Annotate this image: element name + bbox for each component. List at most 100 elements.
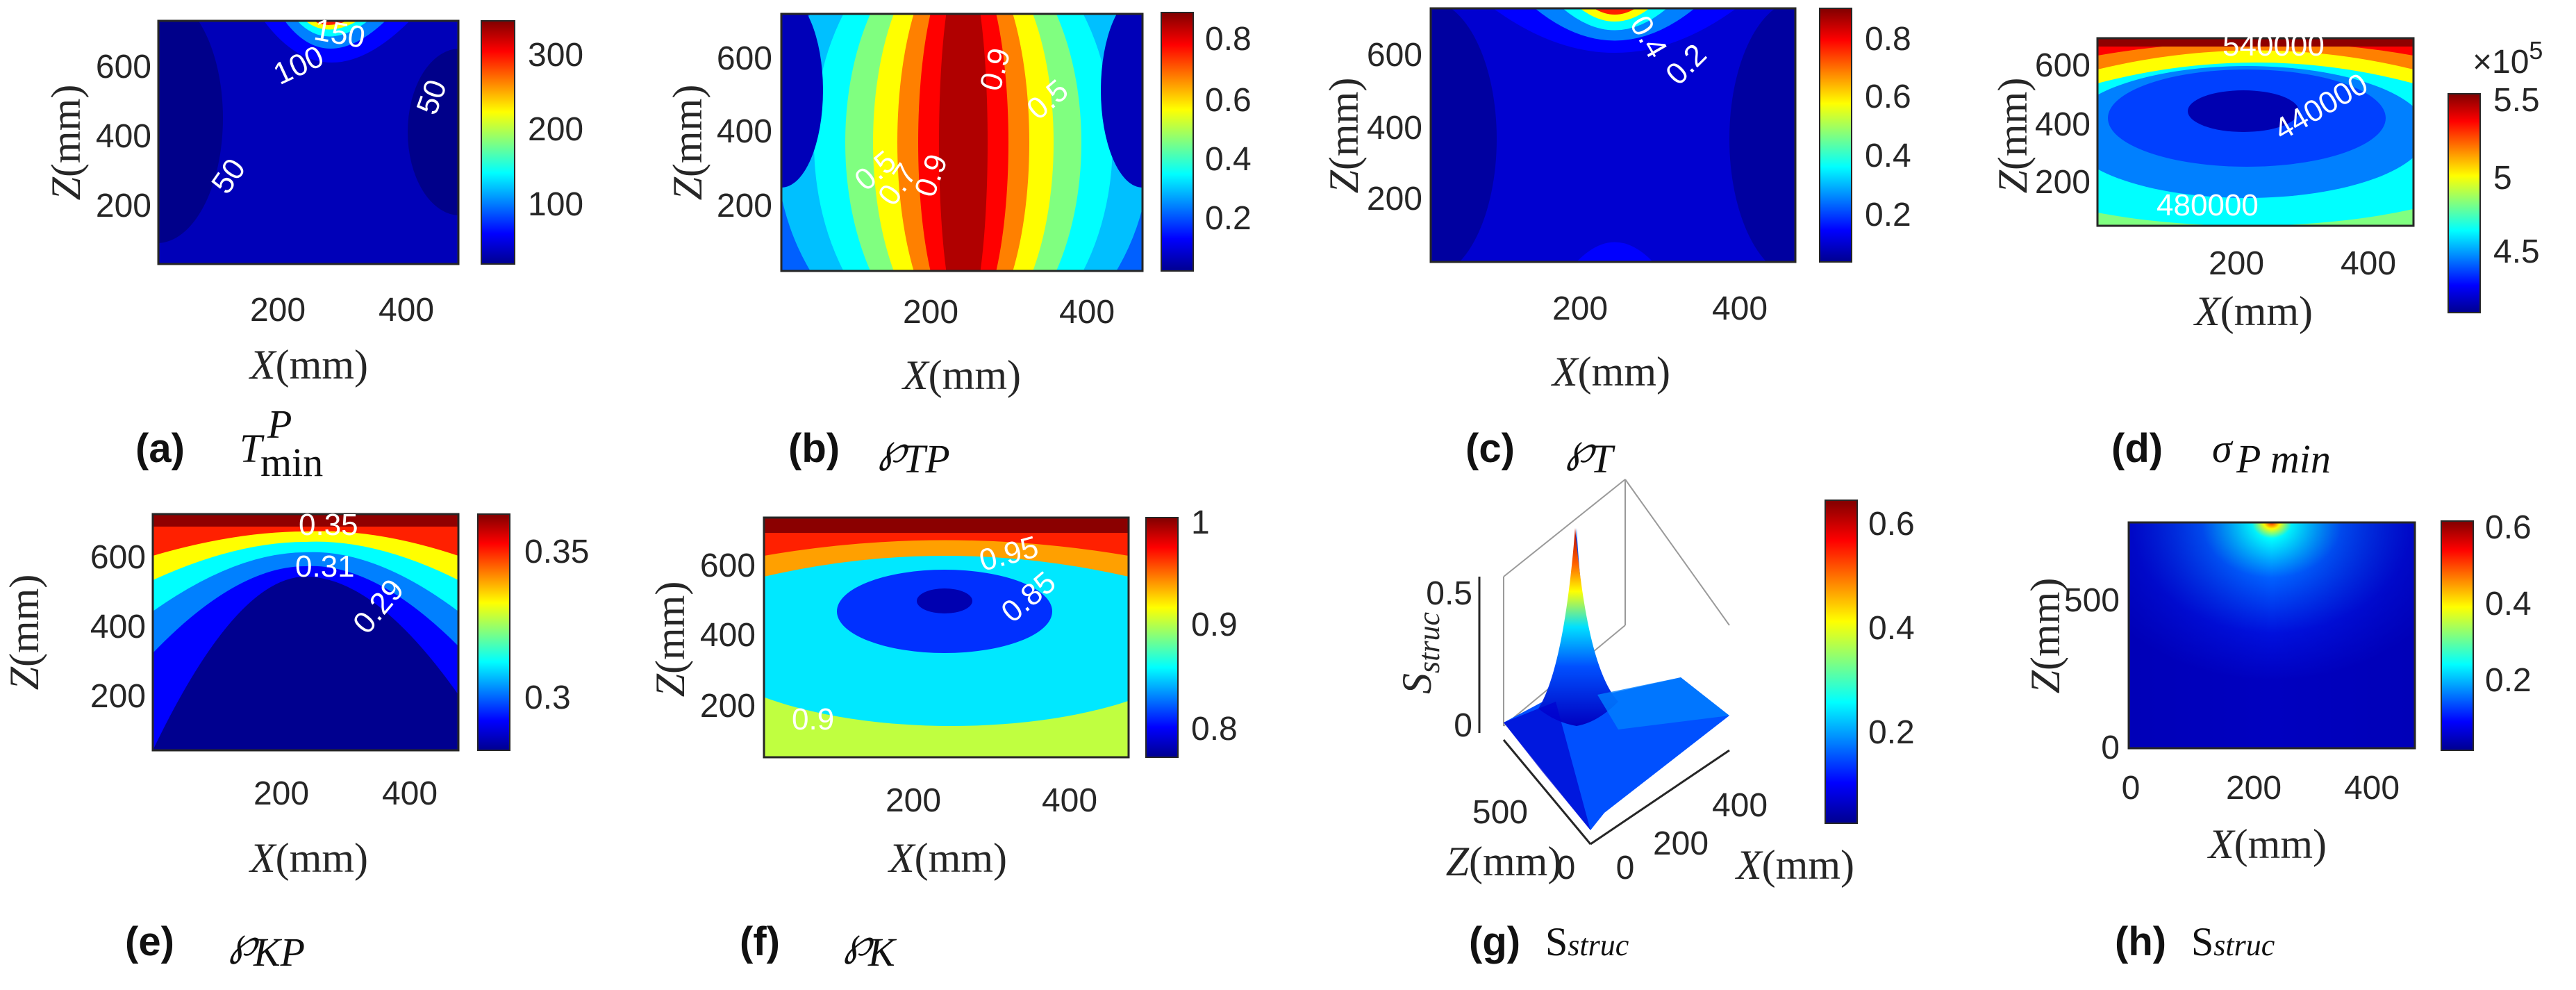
- panel-g: 0.5 0 500 0 0 200 400 Sstruc Z(mm) X(mm)…: [1394, 479, 1915, 964]
- cbar-tick-b-0.4: 0.4: [1205, 141, 1252, 178]
- ylabel-h: Z(mm): [2022, 578, 2068, 694]
- colorbar-e: [477, 513, 510, 751]
- cbar-tick-h-0.6: 0.6: [2485, 509, 2532, 546]
- xlabel-c: X(mm): [1551, 349, 1670, 395]
- ytick-d-600: 600: [2035, 47, 2091, 84]
- caption-f-sub: K: [867, 930, 897, 975]
- xtick-h-400: 400: [2344, 770, 2400, 807]
- caption-d-sub: P min: [2236, 436, 2331, 481]
- caption-c-sub: T: [1590, 436, 1615, 481]
- panel-f: 0.95 0.85 0.9 600 400 200 200 400 X(mm) …: [647, 504, 1238, 975]
- xtick-b-400: 400: [1059, 294, 1115, 331]
- panel-letter-f: (f): [740, 919, 780, 964]
- ylabel-a: Z(mm): [43, 85, 89, 201]
- ytick-c-600: 600: [1367, 37, 1422, 74]
- caption-e: ℘: [229, 919, 260, 964]
- xtick-c-200: 200: [1552, 290, 1608, 327]
- ytick-h-500: 500: [2064, 582, 2120, 619]
- xlabel-g: X(mm): [1735, 842, 1854, 888]
- ytick-e-400: 400: [90, 609, 146, 645]
- panel-letter-g: (g): [1469, 919, 1520, 964]
- xlabel-h: X(mm): [2207, 821, 2327, 867]
- ytick-e-200: 200: [90, 678, 146, 715]
- ylabel-g: Z(mm): [1446, 839, 1562, 884]
- ytick-f-200: 200: [700, 688, 756, 725]
- ytick-g-0: 0: [1557, 850, 1576, 886]
- panel-h: 500 0 0 200 400 X(mm) Z(mm) 0.2 0.4 0.6 …: [2022, 509, 2532, 964]
- ytick-d-200: 200: [2035, 164, 2091, 201]
- cbar-tick-f-0.8: 0.8: [1191, 711, 1238, 748]
- ylabel-d: Z(mm): [1990, 78, 2036, 194]
- ylabel-c: Z(mm): [1321, 78, 1367, 194]
- xtick-h-200: 200: [2226, 770, 2282, 807]
- panel-letter-h: (h): [2115, 919, 2166, 964]
- xlabel-f: X(mm): [888, 835, 1007, 881]
- ylabel-b: Z(mm): [665, 85, 711, 201]
- ztick-g-0: 0: [1454, 707, 1472, 744]
- xtick-e-200: 200: [254, 775, 309, 812]
- colorbar-f: [1145, 517, 1179, 758]
- zlabel-g: Sstruc: [1394, 612, 1446, 694]
- ytick-c-400: 400: [1367, 110, 1422, 147]
- caption-a: T: [240, 426, 265, 471]
- colorbar-g: [1825, 500, 1858, 824]
- colorbar-a: [481, 20, 515, 265]
- contour-label-d3: 480000: [2157, 188, 2259, 222]
- ytick-d-400: 400: [2035, 106, 2091, 143]
- xtick-g-0: 0: [1616, 850, 1635, 886]
- ylabel-f: Z(mm): [647, 581, 693, 698]
- cbar-tick-c-0.6: 0.6: [1865, 79, 1911, 115]
- surface-base: [1504, 528, 1729, 830]
- xtick-b-200: 200: [903, 294, 958, 331]
- contour-label-d1: 540000: [2222, 28, 2325, 63]
- caption-h: Sstruc: [2191, 919, 2275, 964]
- cbar-tick-g-0.4: 0.4: [1868, 610, 1915, 647]
- caption-b-sub: TP: [903, 436, 950, 481]
- caption-a-sup: P: [267, 402, 292, 447]
- xtick-d-400: 400: [2341, 245, 2396, 282]
- xtick-f-400: 400: [1042, 782, 1097, 819]
- caption-e-sub: KP: [253, 930, 305, 975]
- cbar-tick-a-200: 200: [528, 111, 583, 148]
- panel-d: 540000 440000 480000 600 400 200 200 400…: [1990, 28, 2543, 481]
- ytick-a-600: 600: [96, 49, 151, 85]
- xlabel-d: X(mm): [2193, 288, 2313, 334]
- colorbar-h: [2441, 520, 2474, 751]
- ytick-e-600: 600: [90, 539, 146, 576]
- cbar-exponent-d: ×105: [2473, 36, 2543, 81]
- panel-e: 0.35 0.31 0.29 600 400 200 200 400 X(mm)…: [1, 508, 589, 975]
- cbar-tick-c-0.4: 0.4: [1865, 138, 1911, 174]
- ytick-f-400: 400: [700, 617, 756, 654]
- ytick-b-600: 600: [717, 40, 772, 77]
- xtick-e-400: 400: [382, 775, 438, 812]
- ytick-h-0: 0: [2101, 729, 2120, 766]
- xtick-g-200: 200: [1653, 825, 1709, 862]
- panel-letter-d: (d): [2111, 426, 2163, 471]
- contour-label-e2: 0.31: [295, 550, 355, 584]
- xlabel-e: X(mm): [249, 835, 368, 881]
- caption-f: ℘: [844, 919, 874, 964]
- cbar-tick-b-0.6: 0.6: [1205, 82, 1252, 119]
- contour-label-e1: 0.35: [299, 508, 358, 542]
- panel-letter-c: (c): [1465, 426, 1515, 471]
- xtick-d-200: 200: [2209, 245, 2264, 282]
- cbar-tick-b-0.2: 0.2: [1205, 200, 1252, 237]
- cbar-tick-e-0.3: 0.3: [524, 679, 571, 716]
- cbar-tick-g-0.2: 0.2: [1868, 714, 1915, 751]
- cbar-tick-c-0.2: 0.2: [1865, 197, 1911, 233]
- ylabel-e: Z(mm): [1, 575, 47, 691]
- panel-b: 0.5 0.7 0.9 0.9 0.5 600 400 200 200 400 …: [665, 12, 1252, 481]
- xtick-h-0: 0: [2122, 770, 2141, 807]
- ytick-b-200: 200: [717, 188, 772, 224]
- panel-a: 150 100 50 50 600 400 200 200 400 X(mm) …: [43, 13, 583, 485]
- cbar-tick-d-5.5: 5.5: [2493, 82, 2540, 119]
- cbar-tick-c-0.8: 0.8: [1865, 21, 1911, 58]
- xtick-c-400: 400: [1712, 290, 1768, 327]
- cbar-tick-h-0.2: 0.2: [2485, 662, 2532, 699]
- ytick-a-400: 400: [96, 118, 151, 155]
- xlabel-b: X(mm): [901, 352, 1021, 398]
- ztick-g-0.5: 0.5: [1426, 575, 1472, 612]
- colorbar-b: [1161, 12, 1194, 272]
- colorbar-c: [1819, 8, 1852, 263]
